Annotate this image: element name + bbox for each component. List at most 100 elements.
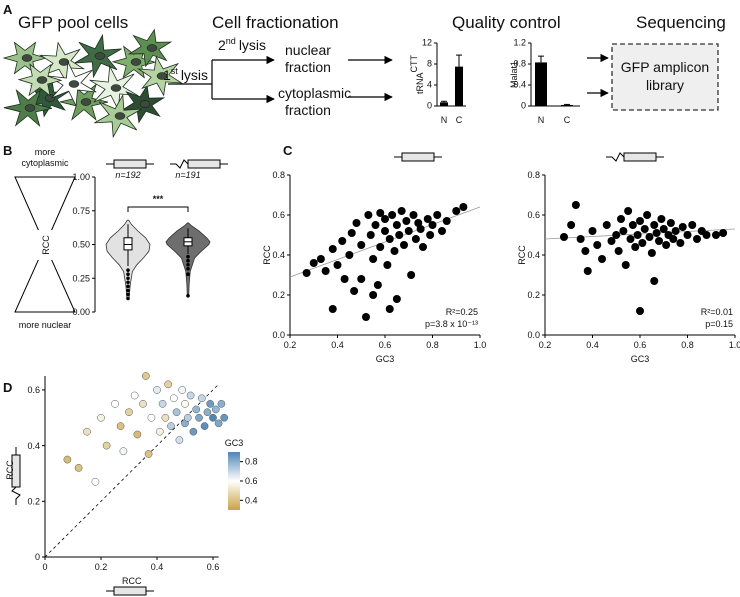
- point: [362, 313, 370, 321]
- panel-label: D: [3, 380, 12, 395]
- y-tick-label: 1.2: [513, 37, 526, 47]
- lysis-num: 1: [163, 67, 171, 83]
- cds-box: [623, 152, 657, 162]
- point: [155, 427, 164, 436]
- point: [144, 450, 153, 458]
- lysis-label: 1st lysis: [163, 66, 208, 83]
- colorbar-tick-label: 0.6: [245, 476, 258, 486]
- x-tick-label: 0.8: [681, 340, 694, 350]
- point: [636, 217, 644, 225]
- fraction-label: fraction: [285, 59, 331, 75]
- point: [414, 219, 423, 227]
- hourglass: [14, 176, 76, 313]
- point: [220, 413, 229, 422]
- point: [571, 201, 580, 209]
- panel-label: A: [3, 2, 13, 17]
- point: [693, 235, 701, 243]
- outlier: [126, 284, 130, 289]
- point: [206, 399, 215, 408]
- point: [147, 413, 156, 422]
- x-tick-label: 0: [42, 562, 47, 572]
- point: [588, 227, 597, 235]
- x-axis-label: GC3: [376, 354, 395, 364]
- point: [636, 307, 644, 315]
- nucleus: [139, 100, 151, 108]
- point: [328, 245, 337, 253]
- point: [111, 399, 119, 408]
- point: [607, 237, 616, 245]
- point: [633, 231, 642, 239]
- point: [357, 241, 366, 249]
- point: [164, 380, 173, 389]
- point: [452, 207, 461, 215]
- x-tick-label: 0.4: [331, 340, 344, 350]
- bar: [440, 102, 448, 106]
- nucleus: [80, 98, 92, 106]
- point: [366, 231, 375, 239]
- utr-line: [170, 159, 189, 169]
- point: [719, 229, 728, 237]
- y-tick-label: 0.8: [272, 170, 285, 180]
- point: [200, 422, 209, 430]
- lysis-word: lysis: [181, 67, 208, 83]
- point: [385, 305, 394, 313]
- point: [385, 235, 394, 243]
- panel-label: B: [3, 143, 12, 158]
- point: [125, 408, 133, 417]
- point: [352, 219, 361, 227]
- point: [652, 229, 661, 237]
- lysis-sup: st: [171, 66, 179, 76]
- y-tick-label: 0.2: [27, 496, 40, 506]
- significance: ***: [153, 194, 164, 204]
- point: [583, 267, 592, 275]
- outlier: [126, 292, 130, 297]
- cds-box: [187, 159, 221, 169]
- legend-label: n=192: [115, 170, 140, 180]
- diagonal: [44, 384, 219, 558]
- y-tick-label: 0.2: [527, 290, 540, 300]
- y-axis-label: tRNACTT: [409, 54, 425, 94]
- point: [655, 237, 663, 245]
- point: [621, 261, 630, 269]
- point: [662, 241, 671, 249]
- point: [316, 255, 325, 263]
- y-tick-label: 0.0: [527, 330, 540, 340]
- point: [683, 231, 692, 239]
- fraction-label: fraction: [285, 102, 331, 118]
- point: [63, 455, 72, 464]
- gene-icon-vertical: [11, 447, 21, 505]
- outlier: [126, 272, 130, 277]
- legend-label: n=191: [175, 170, 200, 180]
- point: [678, 223, 687, 231]
- point: [347, 229, 356, 237]
- outlier: [126, 280, 130, 285]
- y-tick-label: 12: [422, 37, 432, 47]
- point: [602, 221, 611, 229]
- y-tick-label: 0.6: [527, 210, 540, 220]
- x-tick-label: 0.8: [426, 340, 439, 350]
- annotation: p=0.15: [705, 319, 733, 329]
- y-tick-label: 0.0: [272, 330, 285, 340]
- step-title: Sequencing: [636, 13, 726, 32]
- nucleus: [21, 54, 33, 62]
- y-axis-label-sup: CTT: [409, 54, 419, 72]
- point: [338, 237, 347, 245]
- point: [404, 227, 413, 235]
- point: [321, 267, 330, 275]
- point: [133, 430, 142, 439]
- point: [392, 295, 401, 303]
- category-label: N: [538, 115, 545, 125]
- x-tick-label: 0.4: [586, 340, 599, 350]
- gene-icon: [170, 159, 228, 169]
- point: [407, 271, 416, 279]
- bar: [455, 66, 463, 106]
- point: [438, 227, 446, 235]
- point: [640, 225, 649, 233]
- y-tick-label: 0.25: [72, 273, 90, 283]
- point: [560, 233, 568, 241]
- y-tick-label: 0.6: [27, 385, 40, 395]
- point: [83, 427, 91, 436]
- point: [309, 259, 318, 267]
- point: [388, 211, 397, 219]
